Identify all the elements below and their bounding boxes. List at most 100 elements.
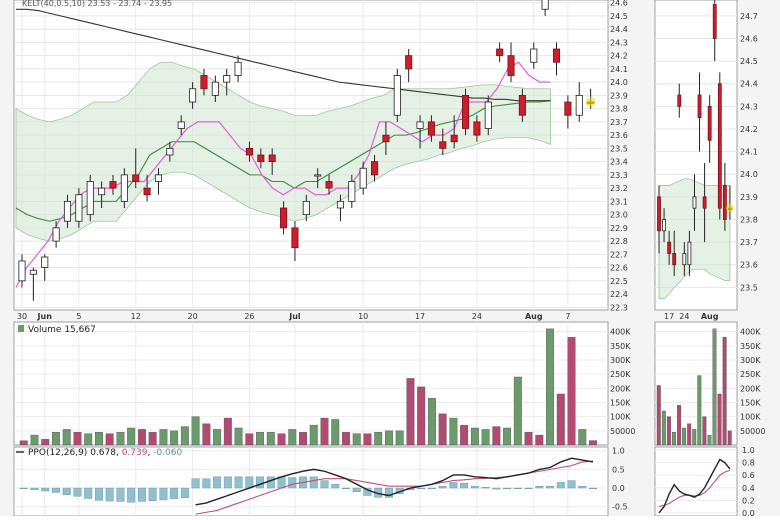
inset-keltner-band xyxy=(658,178,731,300)
inset-candle-body xyxy=(672,253,677,266)
ppo-histogram-bar xyxy=(309,476,318,489)
ppo-legend-value: 0.678 xyxy=(90,448,116,458)
price-tick-label: 22.9 xyxy=(610,224,628,233)
inset-date-tick-label: 24 xyxy=(679,312,689,321)
volume-bar xyxy=(417,386,426,446)
volume-bar xyxy=(556,393,565,446)
volume-bar xyxy=(84,433,93,446)
candle-body xyxy=(564,101,572,116)
volume-bar xyxy=(30,434,39,446)
date-tick-label: 26 xyxy=(244,312,254,321)
ppo-legend-hist-value: -0.060 xyxy=(153,448,182,458)
ppo-histogram-bar xyxy=(524,487,533,490)
volume-tick-label: 400K xyxy=(610,328,631,337)
inset-volume-bar xyxy=(687,423,692,446)
inset-price-tick-label: 24.6 xyxy=(740,34,758,43)
ppo-histogram-bar xyxy=(546,485,555,489)
keltner-band xyxy=(15,61,551,242)
candle-body xyxy=(427,121,435,136)
volume-tick-label: 100K xyxy=(610,413,631,422)
candle-body xyxy=(29,269,37,275)
inset-date-tick-label: Aug xyxy=(701,312,719,321)
inset-volume-bar xyxy=(717,393,722,446)
candle-body xyxy=(552,48,561,63)
price-tick-label: 22.5 xyxy=(610,277,628,286)
date-tick-label: 10 xyxy=(358,312,368,321)
inset-volume-tick-label: 200K xyxy=(740,384,761,393)
ppo-histogram-bar xyxy=(127,487,136,503)
inset-price-tick-label: 23.7 xyxy=(740,238,758,247)
price-tick-label: 24.4 xyxy=(610,25,628,34)
ppo-histogram-bar xyxy=(449,482,458,489)
candle-body xyxy=(439,141,447,149)
ppo-histogram-bar xyxy=(288,477,297,489)
candle-body xyxy=(302,200,310,216)
inset-volume-tick-label: 350K xyxy=(740,342,761,351)
inset-price-tick-label: 24.0 xyxy=(740,170,758,179)
volume-bar xyxy=(127,427,136,446)
candle-body xyxy=(348,181,356,202)
inset-volume-bar xyxy=(692,429,697,446)
volume-bar xyxy=(309,424,318,446)
volume-bar xyxy=(191,416,200,446)
inset-price-tick-label: 24.1 xyxy=(740,148,758,157)
candle-body xyxy=(382,134,390,143)
volume-bar xyxy=(363,433,372,446)
volume-tick-label: 200K xyxy=(610,384,631,393)
volume-bar xyxy=(503,427,512,446)
price-tick-label: 24.2 xyxy=(610,52,628,61)
volume-bar xyxy=(94,432,103,446)
inset-price-tick-label: 24.2 xyxy=(740,125,758,134)
inset-ppo-tick-label: 0.4 xyxy=(742,484,755,493)
candle-body xyxy=(530,48,538,63)
volume-bar xyxy=(427,398,436,446)
volume-bar xyxy=(342,432,350,446)
price-tick-label: 23.0 xyxy=(610,211,628,220)
ppo-histogram-bar xyxy=(470,485,479,489)
ppo-histogram-bar xyxy=(234,476,243,489)
inset-volume-bar xyxy=(656,385,661,446)
volume-panel xyxy=(13,321,609,446)
inset-candle-body xyxy=(707,105,712,141)
inset-ppo-tick-label: 1.0 xyxy=(742,446,755,455)
volume-bar xyxy=(578,429,587,446)
inset-ppo-tick-label: 0.0 xyxy=(742,509,755,516)
volume-tick-label: 150K xyxy=(610,399,631,408)
volume-bar xyxy=(256,432,265,446)
volume-bar xyxy=(589,440,597,446)
candle-body xyxy=(507,55,515,76)
ppo-histogram-bar xyxy=(481,487,490,489)
volume-bar xyxy=(105,433,114,446)
ppo-histogram-bar xyxy=(342,487,350,490)
ppo-legend-name: PPO(12,26,9) xyxy=(28,448,87,458)
price-tick-label: 24.6 xyxy=(610,0,628,8)
sma-line xyxy=(16,8,551,102)
price-tick-label: 22.6 xyxy=(610,264,628,273)
price-tick-label: 22.8 xyxy=(610,237,628,246)
inset-volume-bar xyxy=(702,416,707,446)
inset-candle-body xyxy=(677,94,682,107)
date-tick-label: 7 xyxy=(565,312,570,321)
inset-last-price-marker xyxy=(725,204,734,213)
ppo-histogram-bar xyxy=(202,478,211,489)
main-legend: KELT(40,0.5,10) 23.53 - 23.74 - 23.95 xyxy=(22,0,172,8)
volume-bar xyxy=(546,328,555,446)
volume-bar xyxy=(41,439,50,446)
volume-bar xyxy=(116,432,125,446)
inset-volume-tick-label: 150K xyxy=(740,399,761,408)
inset-candle-body xyxy=(687,241,692,266)
volume-bar xyxy=(19,440,28,446)
ppo-histogram-bar xyxy=(223,476,232,489)
inset-volume-bar xyxy=(697,375,702,446)
candle-body xyxy=(336,200,344,209)
ppo-histogram-bar xyxy=(170,487,179,500)
price-tick-label: 23.8 xyxy=(610,105,628,114)
ppo-histogram-bar xyxy=(277,476,286,489)
candle-body xyxy=(41,256,49,269)
ppo-histogram-bar xyxy=(331,484,340,489)
candle-body xyxy=(86,181,94,216)
ppo-histogram-bar xyxy=(417,487,426,490)
candle-body xyxy=(280,207,288,229)
price-tick-label: 23.9 xyxy=(610,91,628,100)
inset-price-tick-label: 23.8 xyxy=(740,215,758,224)
